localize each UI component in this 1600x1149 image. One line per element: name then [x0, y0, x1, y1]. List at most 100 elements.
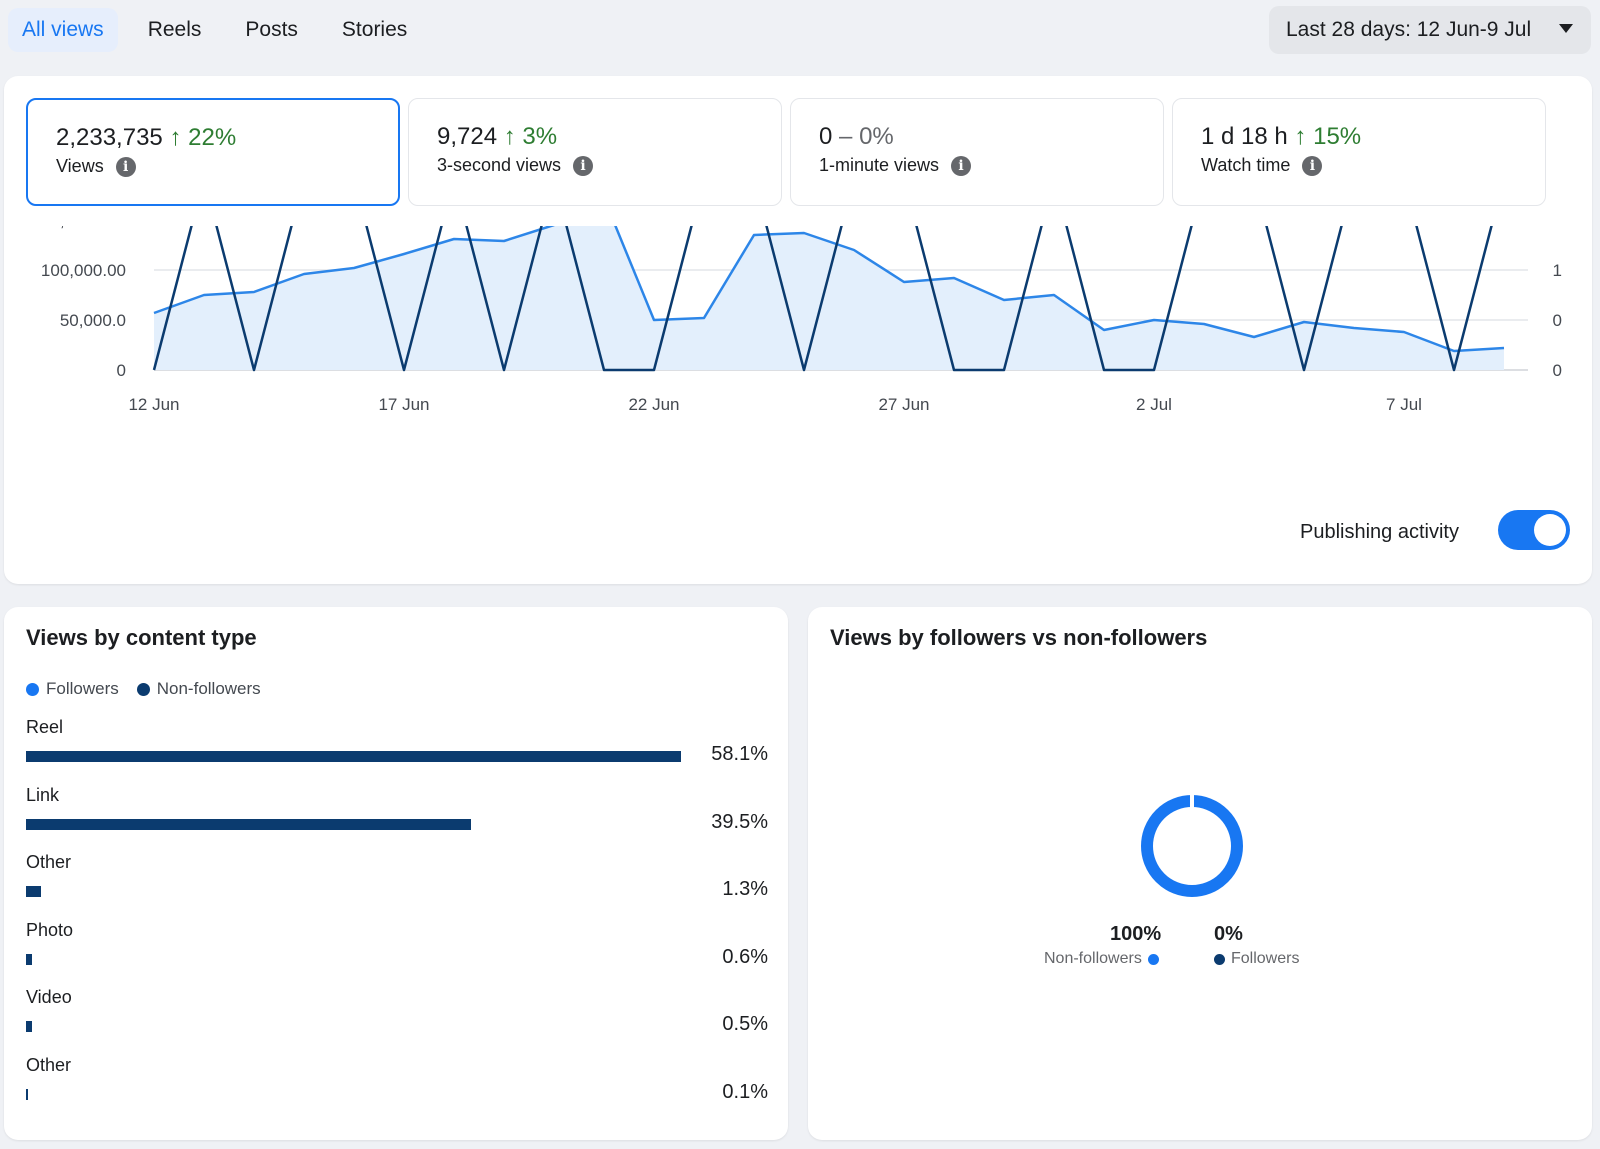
content-type-label: Video	[26, 987, 72, 1007]
content-type-row: Other 0.1%	[26, 1055, 768, 1115]
metric-label: 3-second views i	[437, 155, 594, 176]
content-type-bar[interactable]	[26, 751, 681, 762]
x-axis-tick: 27 Jun	[878, 395, 929, 414]
views-area	[154, 226, 1504, 370]
content-type-bar[interactable]	[26, 818, 472, 830]
content-type-label: Other	[26, 1054, 72, 1075]
metric-label: 1-minute views i	[819, 155, 972, 176]
bar-track	[26, 818, 681, 830]
content-type-label: Reel	[26, 717, 64, 737]
y-axis-left-tick: 50,000.0	[60, 311, 126, 330]
metric-card-1-minute-views[interactable]: 0 – 0% 1-minute views i	[790, 98, 1164, 206]
followers-dot-icon	[26, 682, 39, 696]
tab-all-views[interactable]: All views	[8, 8, 118, 52]
content-type-pct: 1.3%	[722, 878, 768, 900]
views-overview-card: 2,233,735 ↑ 22% Views i 9,724 ↑ 3% 3-sec…	[4, 76, 1592, 584]
toggle-knob	[1534, 514, 1566, 546]
content-type-row: Other 1.3%	[26, 852, 768, 912]
y-axis-right-tick: 0	[1553, 311, 1562, 330]
metric-label-text: Views	[56, 156, 104, 176]
card-title: Views by followers vs non-followers	[830, 625, 1208, 650]
views-line-chart: 0 50,000.0 100,000.00 150,000.000 0 0 1 1 12 Jun…	[31, 226, 1562, 414]
info-icon[interactable]: i	[1302, 155, 1323, 176]
non-followers-dot-icon	[1147, 953, 1159, 965]
date-range-dropdown[interactable]: Last 28 days: 12 Jun-9 Jul	[1269, 6, 1591, 54]
info-icon[interactable]: i	[115, 156, 136, 177]
legend-label: Non-followers	[156, 679, 261, 698]
arrow-up-icon: ↑	[503, 123, 516, 150]
content-type-bar[interactable]	[26, 1088, 28, 1100]
bar-track	[26, 886, 681, 897]
followers-pct: 0%	[1214, 923, 1243, 945]
x-axis-tick: 7 Jul	[1386, 395, 1422, 414]
non-followers-donut-segment	[1141, 795, 1243, 897]
tab-reels[interactable]: Reels	[147, 18, 202, 41]
y-axis-left-tick: 100,000.00	[41, 261, 126, 280]
followers-donut-chart	[1141, 793, 1243, 897]
card-title: Views by content type	[26, 625, 257, 650]
content-type-bar[interactable]	[26, 1021, 32, 1032]
followers-dot-icon	[1214, 953, 1225, 965]
content-type-row: Video 0.5%	[26, 987, 768, 1047]
metric-change: ↑ 22%	[169, 124, 236, 151]
metric-label: Watch time i	[1201, 155, 1323, 176]
non-followers-pct: 100%	[1110, 923, 1162, 945]
content-type-bar[interactable]	[26, 953, 32, 965]
legend-item-followers: Followers	[26, 679, 119, 699]
y-axis-right-tick: 0	[1553, 361, 1562, 380]
metric-card-watch-time[interactable]: 1 d 18 h ↑ 15% Watch time i	[1172, 98, 1546, 206]
metric-number: 1 d 18 h	[1201, 123, 1288, 150]
content-type-bar[interactable]	[26, 886, 41, 897]
followers-card: Views by followers vs non-followers 100%…	[808, 607, 1592, 1140]
info-icon[interactable]: i	[573, 155, 594, 176]
x-axis-tick: 22 Jun	[628, 395, 679, 414]
metric-number: 0	[819, 123, 833, 150]
publishing-activity-label: Publishing activity	[1300, 521, 1459, 543]
metric-change-pct: 15%	[1313, 123, 1362, 150]
publishing-activity-toggle[interactable]	[1498, 510, 1570, 550]
metric-value: 9,724 ↑ 3%	[437, 123, 557, 151]
metric-label-text: Watch time	[1201, 155, 1291, 175]
legend: Followers Non-followers	[26, 679, 279, 699]
metric-card-views[interactable]: 2,233,735 ↑ 22% Views i	[26, 98, 400, 206]
metric-change-pct: 22%	[188, 124, 237, 151]
metric-value: 2,233,735 ↑ 22%	[56, 124, 236, 152]
content-type-pct: 58.1%	[711, 743, 768, 765]
content-type-label: Link	[26, 784, 60, 805]
tab-stories[interactable]: Stories	[341, 18, 408, 41]
view-tabs: All views Reels Posts Stories	[8, 8, 429, 52]
arrow-up-icon: ↑	[169, 124, 182, 151]
followers-label-text: Followers	[1231, 950, 1300, 967]
metric-number: 2,233,735	[56, 124, 163, 151]
content-type-pct: 0.6%	[722, 945, 768, 968]
dash-icon: –	[839, 123, 853, 150]
metric-change-pct: 0%	[859, 123, 894, 150]
metric-label-text: 1-minute views	[819, 155, 940, 175]
metric-card-3-second-views[interactable]: 9,724 ↑ 3% 3-second views i	[408, 98, 782, 206]
followers-label: Followers	[1214, 950, 1299, 968]
y-axis-left-tick: 150,000.000	[31, 226, 126, 230]
content-type-pct: 0.1%	[722, 1080, 768, 1103]
caret-down-icon	[1559, 24, 1573, 33]
non-followers-label: Non-followers	[1044, 950, 1159, 968]
legend-item-non-followers: Non-followers	[136, 679, 261, 699]
metric-change: ↑ 3%	[504, 123, 557, 150]
publishing-series-line	[152, 226, 1493, 372]
y-axis-left-tick: 0	[117, 361, 126, 380]
non-followers-dot-icon	[136, 682, 150, 696]
metric-value: 1 d 18 h ↑ 15%	[1201, 123, 1361, 151]
metric-change: – 0%	[839, 123, 894, 150]
bar-track	[26, 1088, 681, 1100]
tab-posts[interactable]: Posts	[245, 18, 298, 41]
content-type-row: Reel 58.1%	[26, 717, 768, 777]
metric-change: ↑ 15%	[1294, 123, 1361, 150]
info-icon[interactable]: i	[951, 155, 972, 176]
content-type-label: Photo	[26, 919, 74, 940]
content-type-pct: 39.5%	[711, 810, 768, 833]
metric-change-pct: 3%	[522, 123, 558, 150]
non-followers-label-text: Non-followers	[1044, 950, 1142, 967]
x-axis-tick: 12 Jun	[128, 395, 179, 414]
metric-number: 9,724	[437, 123, 498, 150]
bar-track	[26, 1021, 681, 1032]
content-type-pct: 0.5%	[722, 1013, 768, 1035]
